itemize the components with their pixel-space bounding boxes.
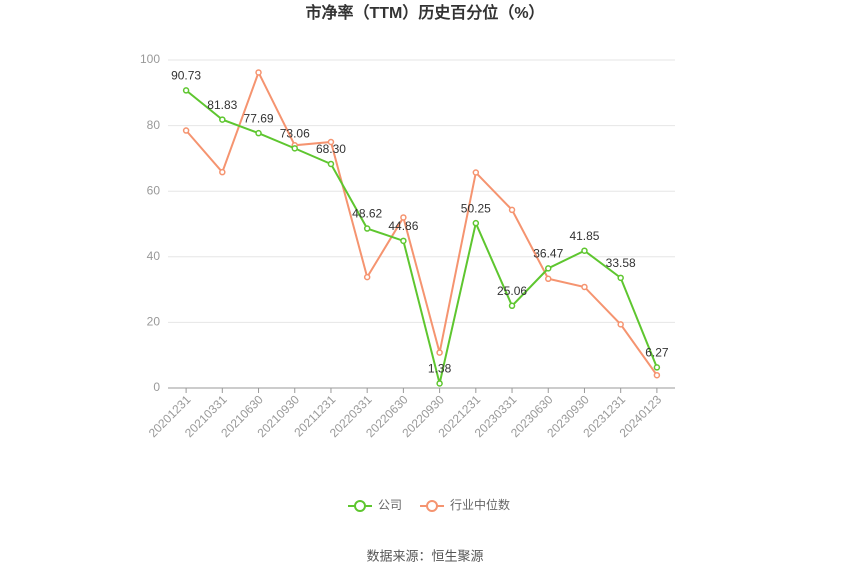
point [255, 129, 262, 137]
point [182, 127, 190, 134]
data-label: 41.85 [569, 229, 599, 243]
data-label: 50.25 [461, 201, 491, 215]
data-label: 73.06 [280, 127, 310, 141]
point [327, 138, 335, 146]
series-line [185, 89, 658, 384]
point [182, 87, 190, 94]
legend-marker [426, 500, 439, 512]
data-label: 44.86 [388, 219, 418, 233]
point [508, 302, 516, 310]
point [617, 274, 624, 282]
point [219, 168, 226, 176]
chart-title: 市净率（TTM）历史百分位（%） [305, 3, 544, 22]
point [545, 265, 552, 272]
point [545, 275, 552, 283]
point [400, 214, 407, 221]
source: 数据来源：恒生聚源 [366, 548, 483, 563]
point [363, 225, 371, 232]
data-label: 1.38 [428, 362, 452, 376]
series-line [185, 69, 658, 376]
data-label: 81.83 [207, 98, 237, 112]
data-label: 77.69 [244, 111, 274, 125]
point [653, 364, 661, 371]
y-tick-label: 80 [147, 118, 161, 132]
legend-item: 公司 [348, 498, 402, 512]
y-tick-label: 0 [153, 380, 160, 394]
data-label: 6.27 [645, 346, 669, 360]
point [219, 116, 226, 123]
data-label: 68.30 [316, 142, 346, 156]
point [472, 219, 480, 227]
point [508, 206, 516, 214]
y-tick-label: 20 [147, 315, 161, 329]
point [327, 160, 335, 168]
data-label: 25.06 [497, 284, 527, 298]
point [617, 321, 624, 328]
legend-label: 行业中位数 [450, 497, 510, 512]
point [436, 380, 443, 387]
legend-marker [354, 500, 366, 512]
point [581, 283, 588, 291]
legend-item: 行业中位数 [420, 497, 510, 512]
point [581, 247, 588, 254]
data-label: 48.62 [352, 207, 382, 221]
point [363, 273, 371, 281]
y-tick-label: 40 [147, 249, 161, 263]
data-label: 33.58 [606, 256, 636, 270]
point [255, 69, 262, 76]
point [291, 145, 298, 152]
point [472, 169, 480, 176]
data-label: 90.73 [171, 69, 201, 83]
point [653, 371, 661, 379]
data-label: 36.47 [533, 247, 563, 261]
legend-label: 公司 [378, 498, 402, 512]
y-tick-label: 60 [147, 183, 161, 197]
point [400, 237, 407, 245]
point [436, 349, 443, 356]
y-tick-label: 100 [140, 52, 160, 66]
